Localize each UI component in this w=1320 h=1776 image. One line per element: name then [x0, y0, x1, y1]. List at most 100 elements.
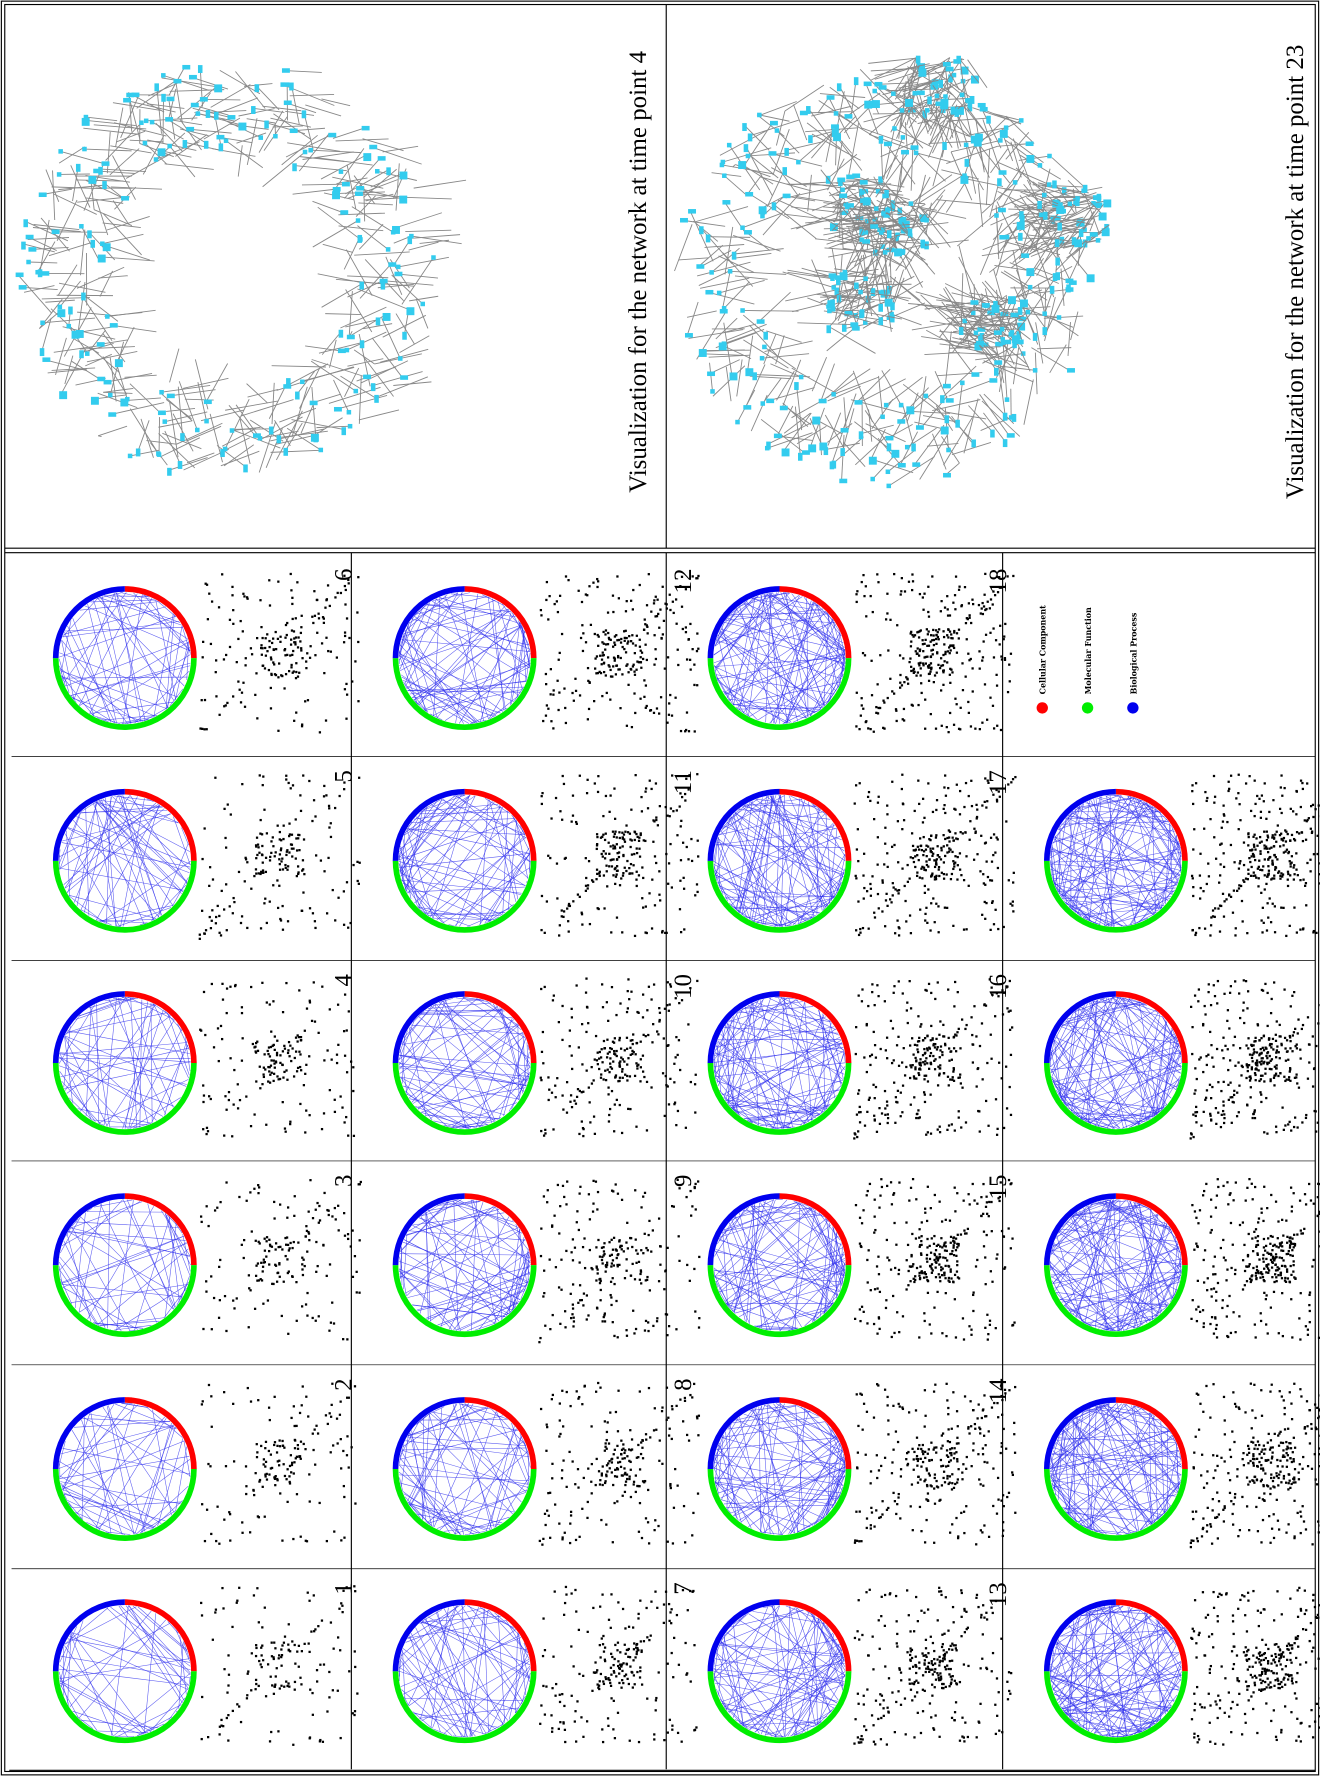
node [396, 265, 401, 270]
panel: 3 [56, 1175, 362, 1341]
matrix-dot [293, 637, 295, 639]
node [742, 123, 747, 131]
matrix-dot [349, 922, 351, 924]
matrix-dot [633, 1674, 635, 1676]
matrix-dot [594, 782, 596, 784]
edge [183, 378, 229, 388]
matrix-dot [574, 1589, 576, 1591]
matrix-dot [236, 1600, 238, 1602]
matrix-dot [642, 993, 644, 995]
matrix-dot [595, 1035, 597, 1037]
matrix-dot [202, 656, 204, 658]
matrix-dot [631, 1671, 633, 1673]
node [282, 68, 290, 73]
edge [163, 75, 209, 90]
matrix-dot [559, 1323, 561, 1325]
matrix-dot [613, 1671, 615, 1673]
node [978, 336, 983, 341]
matrix-dot [325, 794, 327, 796]
edge [346, 250, 372, 296]
matrix-dot [246, 1697, 248, 1699]
matrix-dot [621, 1199, 623, 1201]
matrix-dot [606, 1001, 608, 1003]
matrix-dot [666, 1419, 668, 1421]
matrix-dot [578, 1673, 580, 1675]
matrix-dot [316, 599, 318, 601]
matrix-dot [273, 1080, 275, 1082]
matrix-dot [229, 1513, 231, 1515]
edge [393, 382, 431, 386]
matrix-dot [259, 599, 261, 601]
matrix-dot [579, 1284, 581, 1286]
node [951, 107, 956, 115]
node [93, 169, 101, 174]
matrix-dot [318, 1315, 320, 1317]
matrix-dot [221, 983, 223, 985]
matrix-dot [281, 858, 283, 860]
matrix-dot [648, 1220, 650, 1222]
edge [98, 436, 101, 437]
matrix-dot [281, 1315, 283, 1317]
matrix-dot [591, 1066, 593, 1068]
matrix-dot [648, 986, 650, 988]
matrix-dot [259, 774, 261, 776]
matrix-dot [296, 1650, 298, 1652]
matrix-dot [292, 672, 294, 674]
matrix-dot [604, 1450, 606, 1452]
matrix-dot [321, 986, 323, 988]
matrix-dot [588, 860, 590, 862]
matrix-dot [207, 618, 209, 620]
matrix-dot [287, 1206, 289, 1208]
matrix-dot [613, 1130, 615, 1132]
node [375, 169, 380, 174]
node [1037, 201, 1042, 209]
node [850, 322, 858, 327]
matrix-dot [624, 1457, 626, 1459]
matrix-dot [227, 1714, 229, 1716]
matrix-dot [268, 1250, 270, 1252]
matrix-dot [262, 784, 264, 786]
matrix-dot [302, 868, 304, 870]
matrix-dot [650, 1601, 652, 1603]
matrix-dot [329, 1263, 331, 1265]
matrix-dot [661, 1410, 663, 1412]
matrix-dot [288, 851, 290, 853]
node [359, 282, 364, 290]
matrix-dot [274, 1067, 276, 1069]
node [313, 434, 318, 442]
matrix-dot [552, 999, 554, 1001]
matrix-dot [253, 1494, 255, 1496]
matrix-dot [342, 1338, 344, 1340]
matrix-dot [201, 858, 203, 860]
matrix-dot [581, 1091, 583, 1093]
matrix-dot [280, 674, 282, 676]
matrix-dot [622, 1662, 624, 1664]
matrix-dot [595, 1391, 597, 1393]
node [906, 406, 914, 414]
matrix-dot [608, 853, 610, 855]
matrix-dot [618, 1039, 620, 1041]
matrix-dot [630, 1054, 632, 1056]
matrix-dot [205, 929, 207, 931]
node [154, 83, 159, 91]
matrix-dot [655, 1697, 657, 1699]
matrix-dot [321, 1128, 323, 1130]
matrix-dot [328, 1214, 330, 1216]
edge [87, 351, 137, 361]
matrix-dot [306, 1540, 308, 1542]
matrix-dot [601, 1474, 603, 1476]
node [376, 317, 381, 325]
node [885, 299, 893, 307]
matrix-dot [343, 1485, 345, 1487]
matrix-dot [279, 1492, 281, 1494]
node [1058, 202, 1063, 210]
matrix-dot [621, 1068, 623, 1070]
matrix-dot [633, 1483, 635, 1485]
matrix-dot [337, 1690, 339, 1692]
matrix-dot [261, 654, 263, 656]
matrix-dot [592, 1180, 594, 1182]
node [158, 411, 166, 416]
matrix-dot [226, 987, 228, 989]
matrix-dot [632, 1263, 634, 1265]
matrix-dot [546, 1201, 548, 1203]
